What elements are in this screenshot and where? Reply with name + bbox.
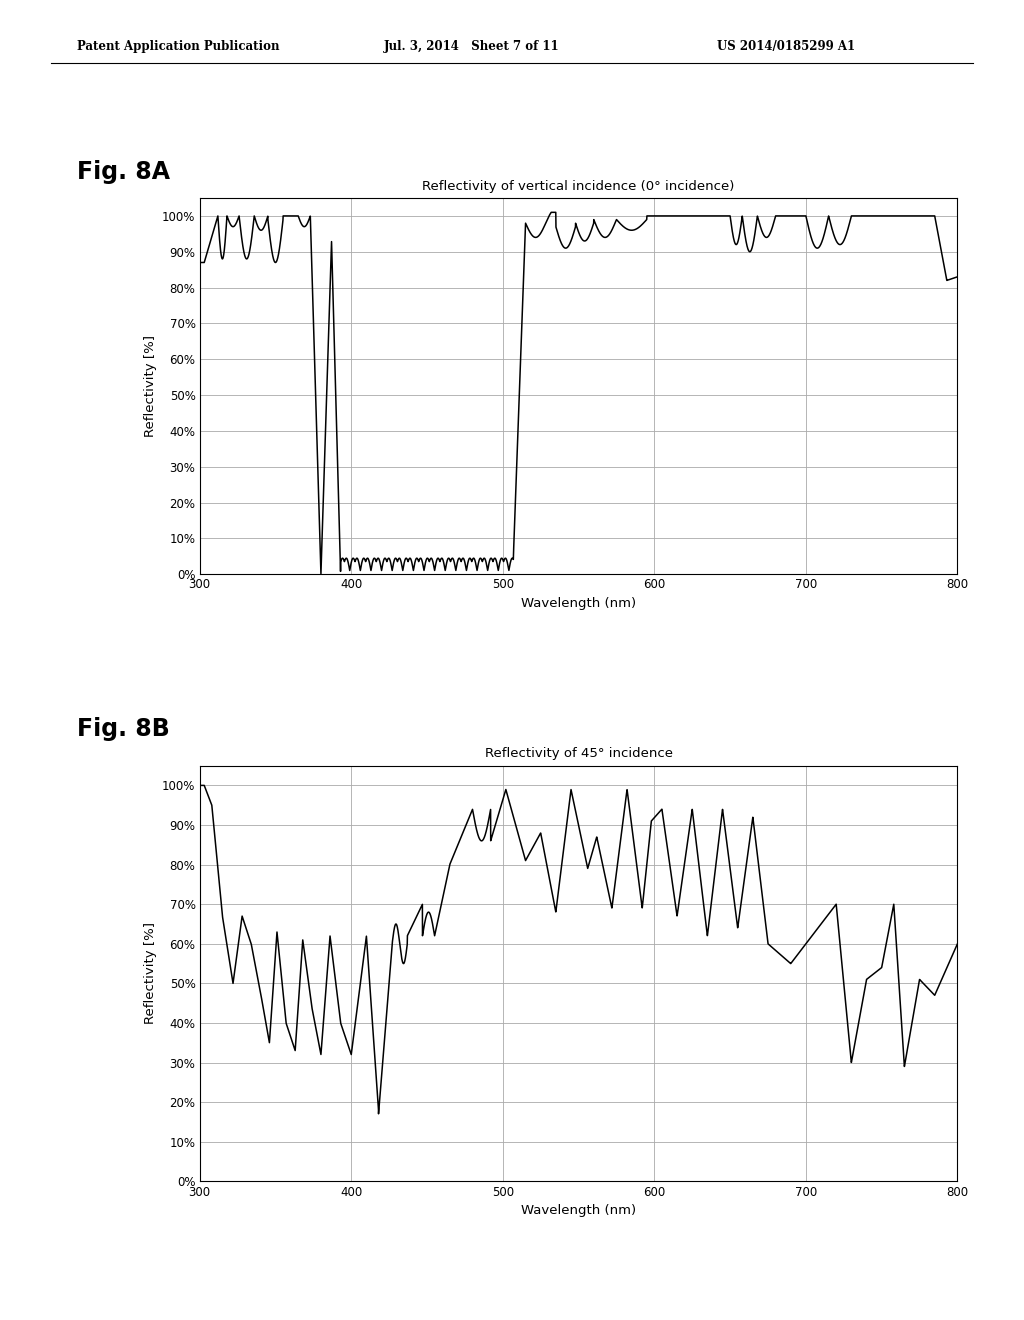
X-axis label: Wavelength (nm): Wavelength (nm): [521, 1204, 636, 1217]
Text: Fig. 8B: Fig. 8B: [77, 717, 170, 741]
Title: Reflectivity of 45° incidence: Reflectivity of 45° incidence: [484, 747, 673, 760]
Title: Reflectivity of vertical incidence (0° incidence): Reflectivity of vertical incidence (0° i…: [422, 180, 735, 193]
Y-axis label: Reflectivity [%]: Reflectivity [%]: [143, 923, 157, 1024]
X-axis label: Wavelength (nm): Wavelength (nm): [521, 597, 636, 610]
Text: US 2014/0185299 A1: US 2014/0185299 A1: [717, 41, 855, 53]
Text: Jul. 3, 2014   Sheet 7 of 11: Jul. 3, 2014 Sheet 7 of 11: [384, 41, 560, 53]
Y-axis label: Reflectivity [%]: Reflectivity [%]: [143, 335, 157, 437]
Text: Fig. 8A: Fig. 8A: [77, 160, 170, 183]
Text: Patent Application Publication: Patent Application Publication: [77, 41, 280, 53]
